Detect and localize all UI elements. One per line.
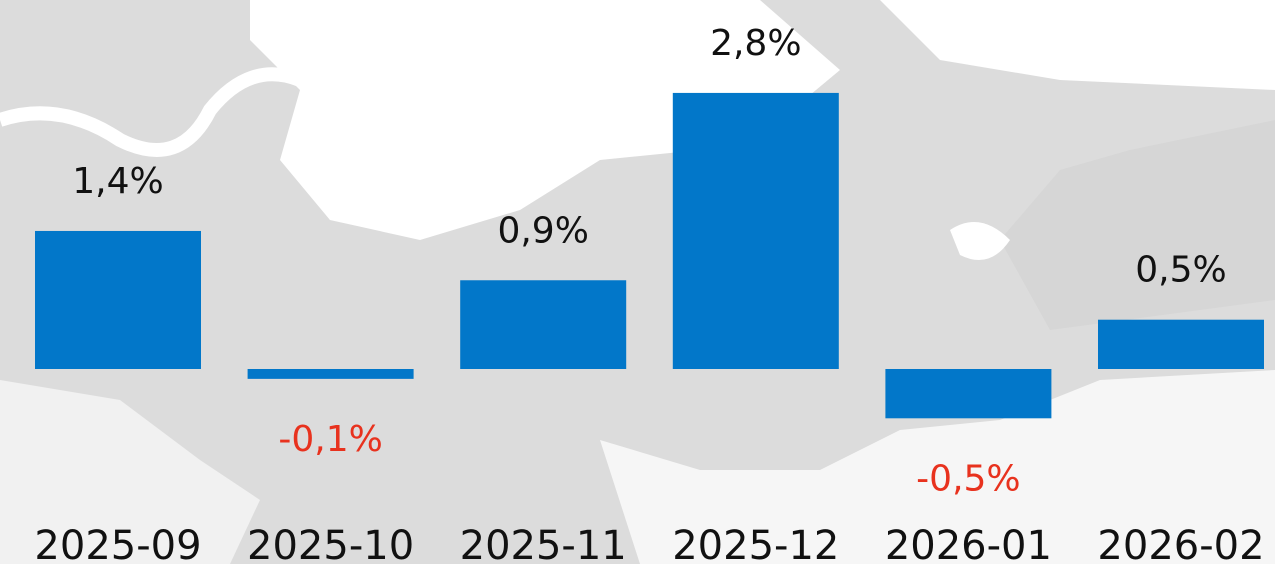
bar [1098, 319, 1264, 369]
x-tick-label: 2025-10 [247, 523, 414, 564]
data-label: 1,4% [72, 161, 163, 202]
data-label: -0,5% [916, 458, 1020, 499]
bar [35, 230, 201, 369]
x-tick-label: 2025-12 [672, 523, 839, 564]
bar [672, 92, 839, 370]
data-label: 0,9% [497, 210, 588, 251]
bar [460, 280, 627, 369]
bar [885, 369, 1052, 419]
bar [247, 369, 414, 379]
x-tick-label: 2026-01 [885, 523, 1052, 564]
data-label: 2,8% [710, 23, 801, 64]
data-label: 0,5% [1135, 250, 1226, 291]
x-tick-label: 2026-02 [1097, 523, 1264, 564]
x-tick-label: 2025-09 [34, 523, 201, 564]
data-label: -0,1% [278, 419, 382, 460]
x-tick-label: 2025-11 [460, 523, 627, 564]
